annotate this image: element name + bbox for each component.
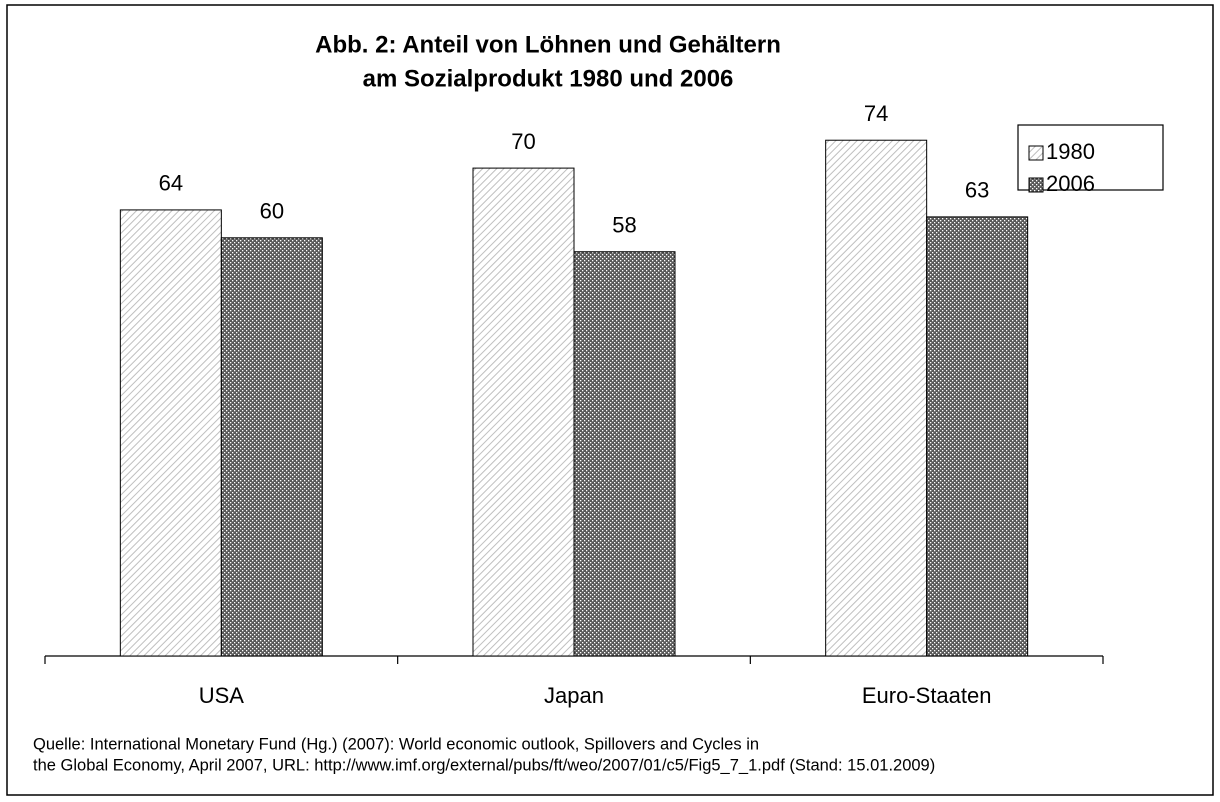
- source: the Global Economy, April 2007, URL: htt…: [33, 756, 935, 774]
- chart-title: Abb. 2: Anteil von Löhnen und Gehältern: [315, 31, 781, 58]
- bar: [220, 237, 323, 657]
- data-label: 60: [260, 199, 284, 224]
- legend-label: 2006: [1046, 171, 1095, 196]
- legend-swatch: [1028, 177, 1044, 193]
- source: Quelle: International Monetary Fund (Hg.…: [33, 735, 759, 753]
- bar: [472, 167, 575, 657]
- data-label: 74: [864, 101, 888, 126]
- x-tick-label: Japan: [544, 683, 604, 708]
- chart-title: am Sozialprodukt 1980 und 2006: [363, 65, 734, 92]
- bar: [119, 209, 222, 657]
- data-label: 70: [511, 129, 535, 154]
- legend-label: 1980: [1046, 139, 1095, 164]
- legend-swatch: [1028, 145, 1044, 161]
- data-label: 58: [612, 213, 636, 238]
- bar: [926, 216, 1029, 657]
- x-tick-label: USA: [199, 683, 245, 708]
- data-label: 63: [965, 178, 989, 203]
- data-label: 64: [159, 171, 183, 196]
- bar: [825, 139, 928, 657]
- bar: [573, 251, 676, 657]
- x-tick-label: Euro-Staaten: [862, 683, 992, 708]
